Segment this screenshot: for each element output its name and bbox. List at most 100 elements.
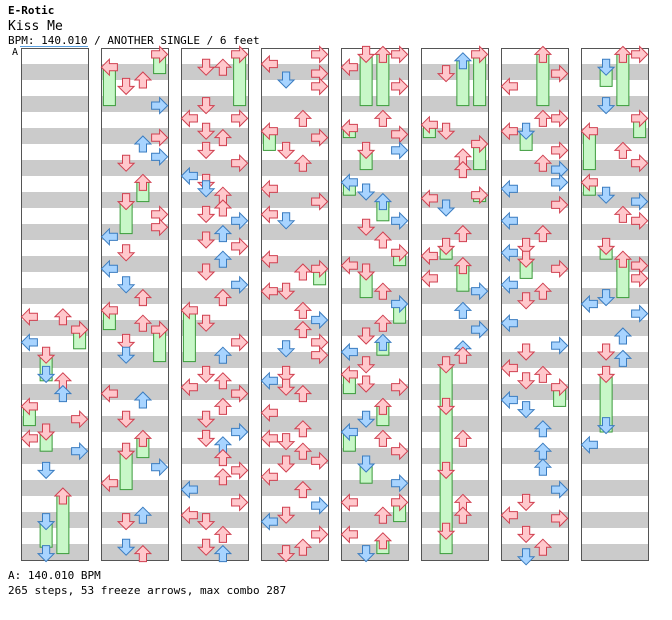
down-arrow-icon (196, 365, 216, 384)
column-4-stripe (261, 144, 328, 160)
column-7-stripe (501, 288, 568, 304)
down-arrow-icon (196, 429, 216, 448)
up-arrow-icon (213, 199, 233, 217)
down-arrow-icon (116, 154, 136, 172)
left-arrow-icon (180, 166, 198, 186)
right-arrow-icon (631, 192, 649, 211)
left-arrow-icon (340, 422, 358, 442)
up-arrow-icon (213, 397, 233, 415)
up-arrow-icon (133, 506, 153, 524)
down-arrow-icon (196, 513, 216, 531)
column-2-stripe (101, 496, 168, 512)
right-arrow-icon (311, 259, 329, 279)
right-arrow-icon (551, 109, 569, 128)
column-1-stripe (21, 256, 88, 272)
up-arrow-icon (373, 282, 393, 300)
up-arrow-icon (373, 231, 393, 249)
up-arrow-icon (133, 544, 153, 563)
column-7-stripe (501, 464, 568, 480)
column-6-stripe (421, 496, 488, 512)
column-3-stripe (181, 368, 248, 384)
up-arrow-icon (613, 327, 633, 345)
right-arrow-icon (551, 173, 569, 192)
column-5-stripe (341, 400, 408, 416)
column-5-stripe (341, 512, 408, 528)
right-arrow-icon (311, 77, 329, 96)
up-arrow-icon (613, 205, 633, 223)
right-arrow-icon (551, 195, 569, 215)
column-4-stripe (261, 112, 328, 128)
right-arrow-icon (311, 192, 329, 211)
column-1-stripe (21, 208, 88, 224)
right-arrow-icon (471, 185, 489, 205)
column-6-stripe (421, 528, 488, 544)
up-arrow-icon (373, 333, 393, 351)
column-6-stripe (421, 336, 488, 352)
down-arrow-icon (516, 372, 536, 390)
up-arrow-icon (213, 288, 233, 307)
down-arrow-icon (36, 545, 56, 563)
column-4-stripe (261, 224, 328, 240)
right-arrow-icon (391, 377, 409, 397)
column-6-stripe (421, 464, 488, 480)
up-arrow-icon (133, 288, 153, 307)
column-6-stripe (421, 416, 488, 432)
column-8-stripe (581, 96, 648, 112)
right-arrow-icon (551, 259, 569, 279)
left-arrow-icon (100, 57, 118, 77)
left-arrow-icon (260, 512, 278, 531)
left-arrow-icon (260, 205, 278, 224)
right-arrow-icon (551, 509, 569, 528)
down-arrow-icon (196, 538, 216, 556)
column-8-stripe (581, 320, 648, 336)
down-arrow-icon (596, 417, 616, 435)
left-arrow-icon (260, 54, 278, 74)
up-arrow-icon (533, 45, 553, 63)
left-arrow-icon (260, 249, 278, 269)
right-arrow-icon (231, 153, 249, 173)
column-5-stripe (341, 272, 408, 288)
right-arrow-icon (231, 211, 249, 231)
up-arrow-icon (373, 192, 393, 211)
down-arrow-icon (356, 545, 376, 563)
right-arrow-icon (391, 473, 409, 493)
column-3-stripe (181, 352, 248, 368)
left-arrow-icon (100, 227, 118, 247)
up-arrow-icon (133, 71, 153, 89)
right-arrow-icon (311, 310, 329, 330)
column-1-stripe (21, 368, 88, 384)
column-2-stripe (101, 160, 168, 176)
right-arrow-icon (311, 451, 329, 471)
column-2-stripe (101, 416, 168, 432)
up-arrow-icon (373, 397, 393, 415)
up-arrow-icon (453, 346, 473, 364)
down-arrow-icon (436, 397, 456, 416)
right-arrow-icon (151, 457, 169, 477)
down-arrow-icon (196, 314, 216, 332)
down-arrow-icon (356, 375, 376, 393)
down-arrow-icon (276, 506, 296, 524)
column-8-stripe (581, 384, 648, 400)
column-1-stripe (21, 128, 88, 144)
column-4-stripe (261, 416, 328, 432)
down-arrow-icon (516, 343, 536, 361)
left-arrow-icon (260, 467, 278, 487)
column-1-stripe (21, 80, 88, 96)
down-arrow-icon (276, 378, 296, 396)
down-arrow-icon (116, 442, 136, 460)
column-6-stripe (421, 352, 488, 368)
down-arrow-icon (596, 237, 616, 256)
up-arrow-icon (213, 544, 233, 563)
column-3-stripe (181, 64, 248, 80)
column-6-stripe (421, 304, 488, 320)
column-3-frame (181, 48, 249, 561)
left-arrow-icon (580, 294, 598, 314)
up-arrow-icon (213, 250, 233, 268)
down-arrow-icon (596, 365, 616, 384)
down-arrow-icon (356, 263, 376, 281)
down-arrow-icon (276, 365, 296, 384)
up-arrow-icon (53, 384, 73, 403)
down-arrow-icon (276, 455, 296, 473)
right-arrow-icon (551, 64, 569, 83)
